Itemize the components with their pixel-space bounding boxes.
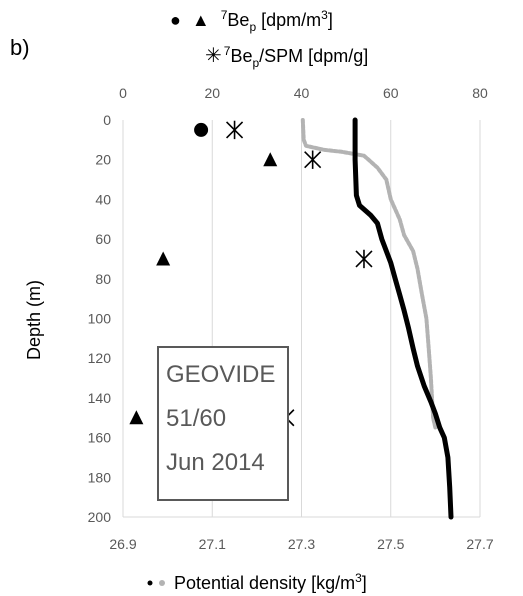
tick-labels: 0 20 40 60 80 100 120 140 160 180 200 0 20 40 60 80 26.9… (88, 85, 494, 552)
x-bottom-tick-label-2: 27.3 (288, 536, 315, 552)
circle-marker-icon: ● (170, 10, 181, 30)
x-bottom-tick-label-4: 27.7 (466, 536, 493, 552)
marker-asterisk-1 (305, 151, 321, 169)
y-tick-label-100: 100 (88, 311, 112, 327)
triangle-marker-icon: ▲ (192, 10, 210, 30)
y-tick-label-0: 0 (103, 112, 111, 128)
x-top-tick-label-20: 20 (204, 85, 220, 101)
y-tick-label-120: 120 (88, 350, 112, 366)
y-tick-label-20: 20 (95, 152, 111, 168)
series-line-3 (303, 120, 436, 428)
marker-asterisk-2 (356, 250, 372, 268)
y-axis-label: Depth (m) (24, 280, 44, 360)
marker-circle-0 (194, 123, 208, 137)
station-line-2: 51/60 (166, 405, 226, 432)
panel-label: b) (10, 35, 30, 60)
x-bottom-tick-label-0: 26.9 (109, 536, 136, 552)
legend-7bep-label: ● ▲ 7Bep [dpm/m3] (170, 8, 333, 34)
marker-asterisk-0 (227, 121, 243, 139)
series-line-4 (355, 120, 451, 517)
legend-top: ● ▲ 7Bep [dpm/m3] ✳ 7Bep/SPM [dpm/g] (170, 8, 368, 70)
legend-density-label: Potential density [kg/m3] (174, 571, 367, 593)
legend-7bep-spm-label: ✳ 7Bep/SPM [dpm/g] (205, 44, 368, 70)
density-lines (303, 120, 451, 517)
legend-black-dot-icon (148, 581, 153, 586)
x-bottom-tick-label-1: 27.1 (199, 536, 226, 552)
x-bottom-tick-label-3: 27.5 (377, 536, 404, 552)
y-tick-label-180: 180 (88, 469, 112, 485)
legend-bottom: Potential density [kg/m3] (148, 571, 367, 593)
station-box: GEOVIDE 51/60 Jun 2014 (158, 347, 288, 500)
station-line-1: GEOVIDE (166, 361, 275, 388)
x-top-tick-label-0: 0 (119, 85, 127, 101)
y-tick-label-80: 80 (95, 271, 111, 287)
station-line-3: Jun 2014 (166, 449, 265, 476)
y-tick-label-60: 60 (95, 231, 111, 247)
y-tick-label-140: 140 (88, 390, 112, 406)
y-tick-label-200: 200 (88, 509, 112, 525)
x-top-tick-label-40: 40 (294, 85, 310, 101)
marker-triangle-0 (263, 152, 277, 166)
y-tick-label-160: 160 (88, 430, 112, 446)
y-tick-label-40: 40 (95, 191, 111, 207)
x-top-tick-label-60: 60 (383, 85, 399, 101)
asterisk-marker-icon: ✳ (205, 45, 222, 67)
x-top-tick-label-80: 80 (472, 85, 488, 101)
legend-gray-dot-icon (159, 580, 165, 586)
marker-triangle-2 (129, 410, 143, 424)
marker-triangle-1 (156, 251, 170, 265)
